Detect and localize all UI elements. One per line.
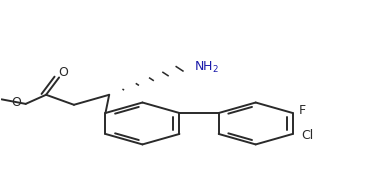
Text: Cl: Cl (301, 129, 314, 142)
Text: NH$_2$: NH$_2$ (194, 60, 220, 75)
Text: F: F (298, 104, 306, 117)
Text: O: O (12, 97, 21, 110)
Text: O: O (58, 66, 68, 79)
